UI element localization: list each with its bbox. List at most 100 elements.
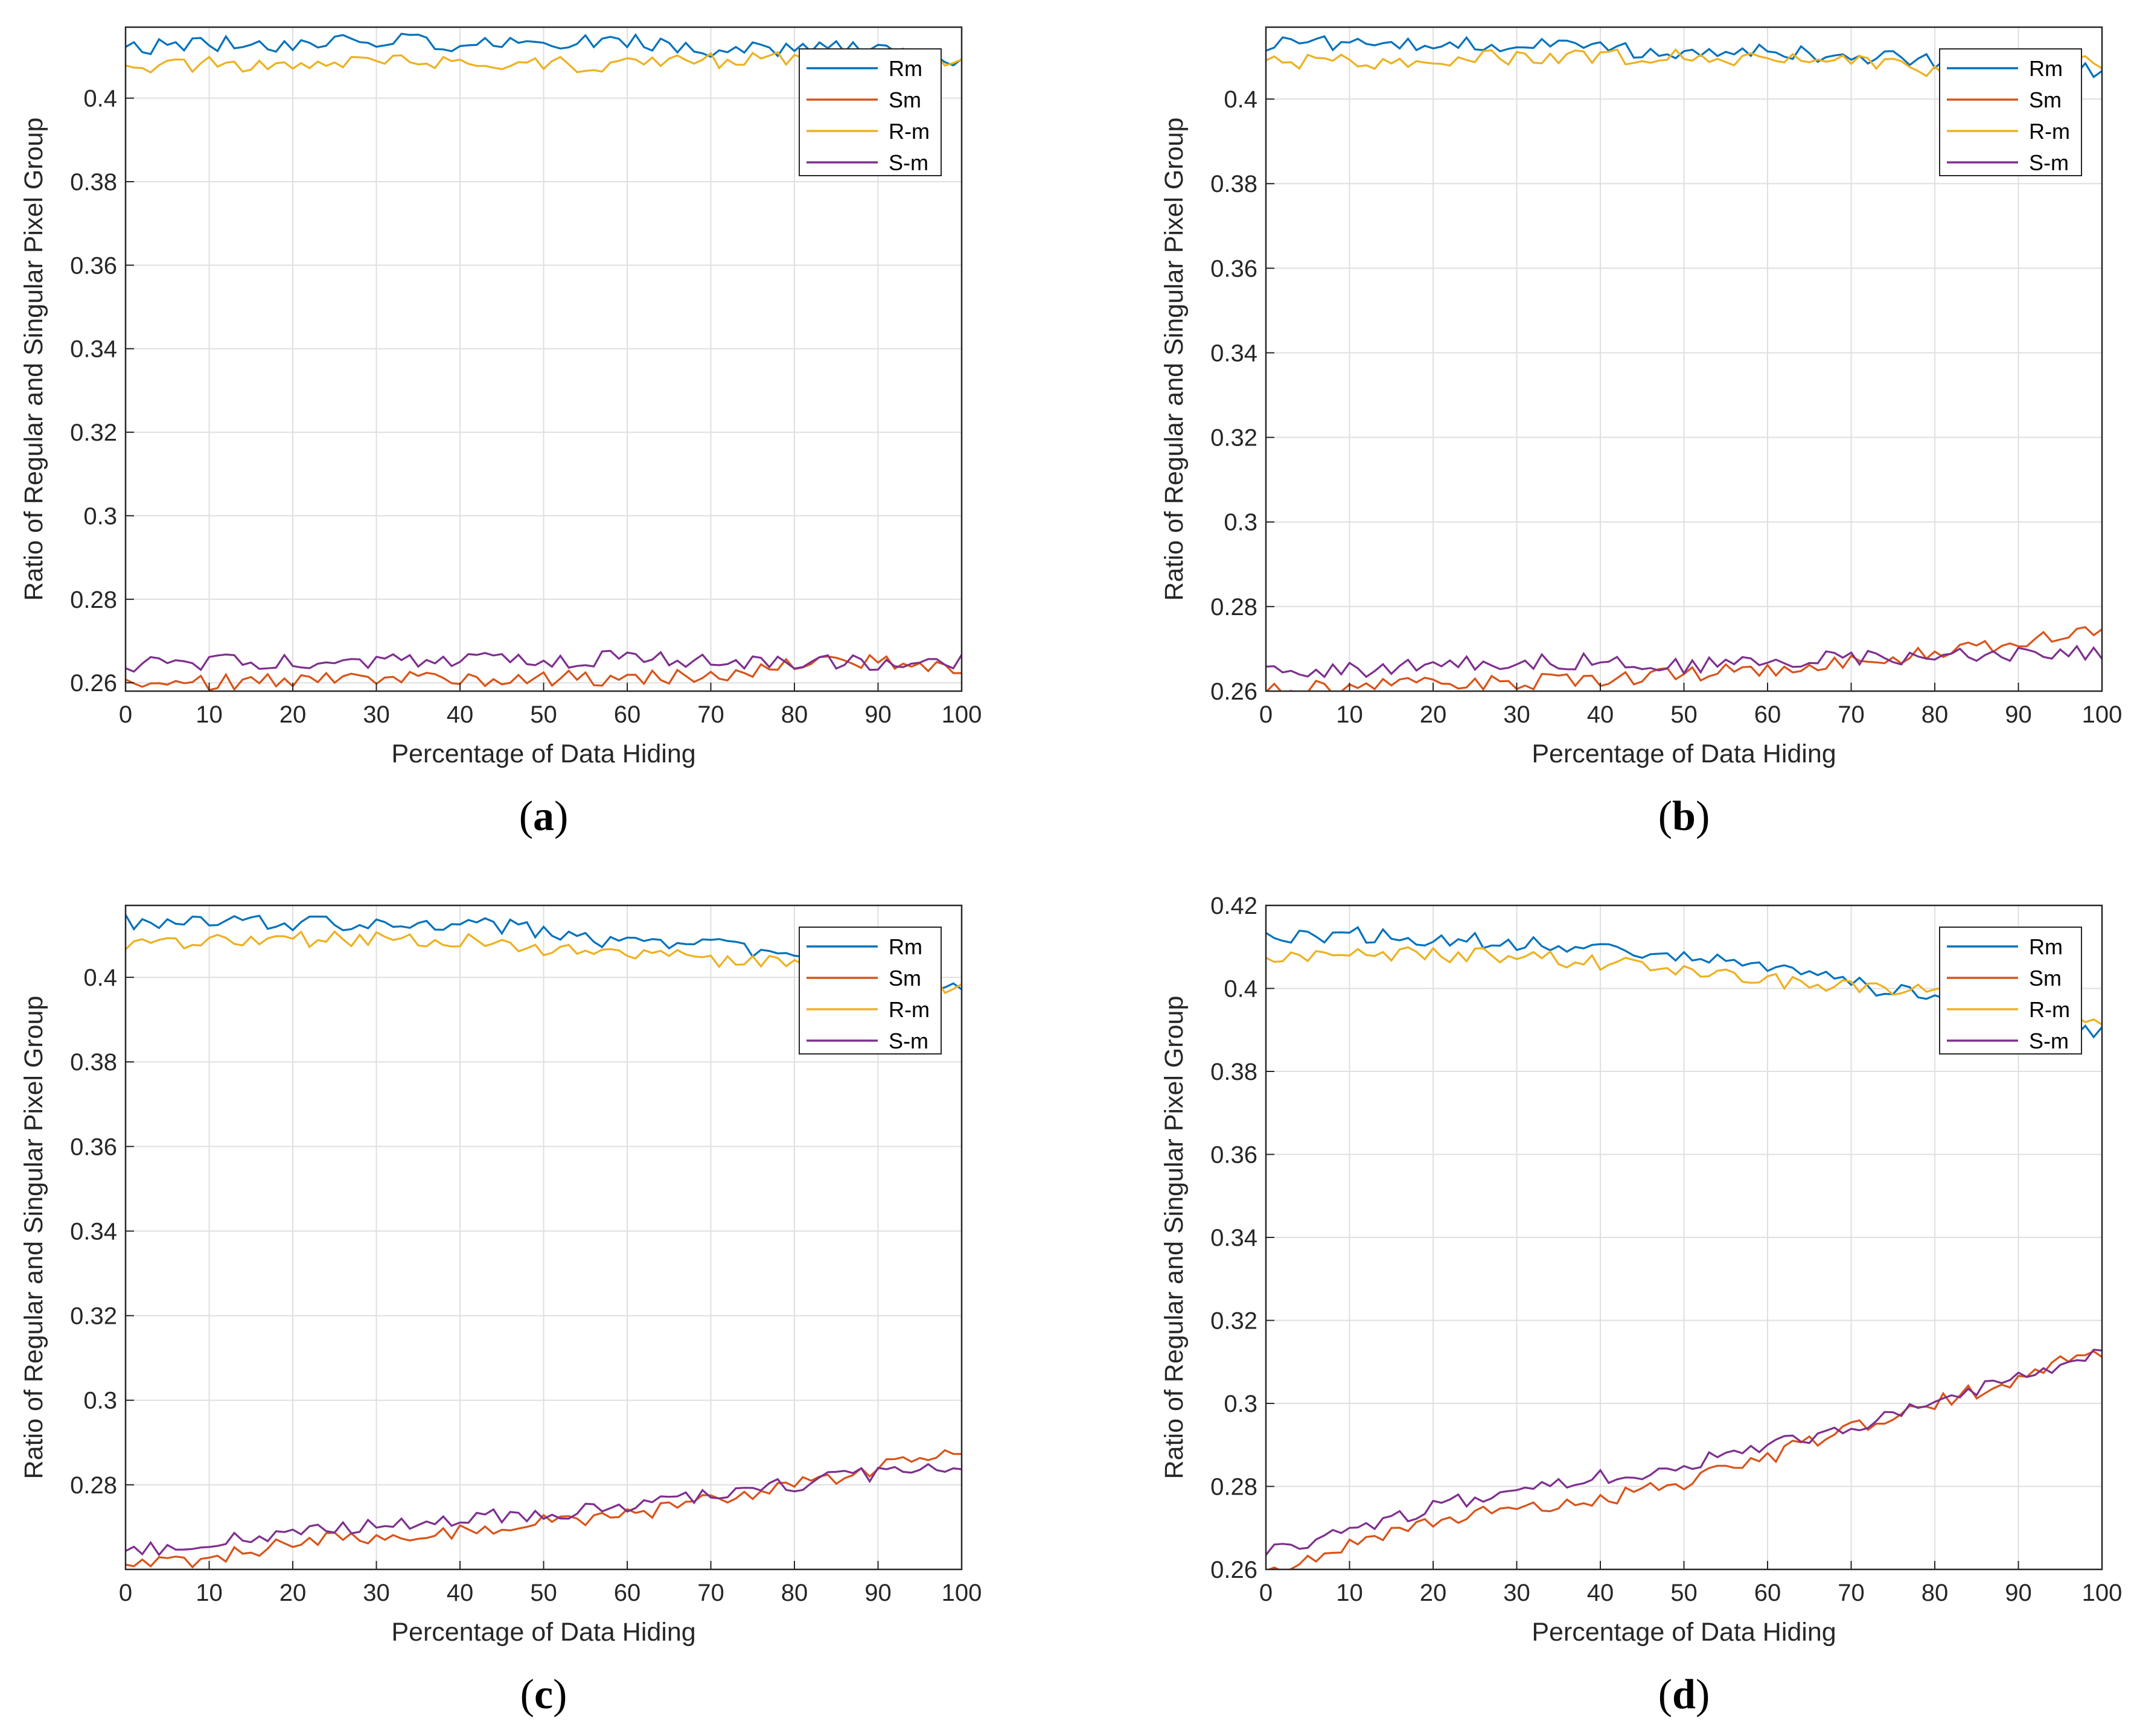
y-tick-label: 0.34	[1210, 340, 1257, 366]
legend-label: Rm	[2029, 934, 2063, 959]
y-axis-label: Ratio of Regular and Singular Pixel Grou…	[1160, 996, 1189, 1479]
y-tick-label: 0.3	[83, 1388, 117, 1414]
series-line-s-m	[126, 649, 962, 673]
x-tick-label: 80	[781, 701, 808, 728]
legend-label: Sm	[2029, 966, 2062, 991]
panel-a: 0 10 20 30 40 50 60 70 80 90 100 0.26 0.28 0.3 0.32 0.3…	[19, 26, 982, 840]
x-tick-label: 10	[196, 1580, 223, 1606]
x-tick-label: 30	[1503, 1580, 1530, 1606]
x-tick-label: 100	[942, 1580, 982, 1606]
x-tick-label: 10	[196, 701, 223, 728]
y-tick-label: 0.36	[70, 252, 117, 279]
y-tick-label: 0.28	[70, 587, 117, 613]
x-tick-label: 60	[1754, 1580, 1781, 1606]
x-axis-label: Percentage of Data Hiding	[391, 1618, 695, 1647]
y-tick-label: 0.38	[70, 169, 117, 196]
panel-b: 0 10 20 30 40 50 60 70 80 90 100 0.26 0.28 0.3 0.32 0.3…	[1160, 26, 2123, 840]
y-tick-label: 0.34	[70, 1218, 117, 1245]
x-tick-label: 20	[280, 1580, 307, 1606]
x-tick-label: 40	[447, 701, 474, 728]
series-line-s-m	[1266, 644, 2102, 678]
y-tick-label: 0.3	[83, 503, 117, 529]
legend-label: Sm	[889, 88, 921, 112]
x-tick-label: 20	[280, 701, 307, 728]
legend-label: R-m	[2029, 997, 2070, 1022]
series-line-s-m	[1266, 1348, 2102, 1556]
legend-label: S-m	[889, 1029, 928, 1053]
x-tick-label: 50	[1670, 1580, 1698, 1606]
x-tick-label: 70	[697, 1580, 724, 1606]
y-tick-label: 0.32	[1210, 425, 1257, 452]
panel-d: 0 10 20 30 40 50 60 70 80 90 100 0.26 0.28 0.3 0.32 0.3…	[1160, 893, 2122, 1718]
x-tick-label: 60	[614, 1580, 641, 1606]
x-tick-label: 20	[1420, 701, 1447, 728]
y-tick-label: 0.38	[1210, 1059, 1257, 1085]
x-tick-label: 50	[1670, 701, 1698, 728]
legend-label: Rm	[889, 934, 922, 959]
x-tick-label: 90	[2005, 701, 2032, 728]
x-tick-label: 10	[1336, 1580, 1363, 1606]
x-tick-label: 40	[1587, 701, 1614, 728]
x-tick-label: 10	[1336, 701, 1363, 728]
y-tick-label: 0.32	[70, 1303, 117, 1330]
x-tick-label: 30	[363, 1580, 390, 1606]
x-tick-label: 40	[447, 1580, 474, 1606]
x-tick-label: 100	[2082, 701, 2123, 728]
legend-box	[1939, 927, 2082, 1055]
x-tick-label: 0	[1259, 1580, 1273, 1606]
x-tick-label: 70	[1838, 1580, 1865, 1606]
legend-label: Sm	[889, 966, 921, 991]
y-tick-label: 0.36	[1210, 1142, 1257, 1169]
x-tick-label: 30	[1503, 701, 1530, 728]
x-tick-label: 40	[1587, 1580, 1614, 1606]
x-tick-label: 80	[781, 1580, 808, 1606]
x-tick-label: 30	[363, 701, 390, 728]
x-tick-label: 90	[2005, 1580, 2032, 1606]
y-tick-label: 0.38	[1210, 171, 1257, 197]
x-tick-label: 20	[1420, 1580, 1447, 1606]
y-tick-label: 0.4	[83, 965, 117, 991]
y-tick-label: 0.26	[1210, 1557, 1257, 1583]
y-tick-label: 0.36	[1210, 255, 1257, 282]
y-tick-label: 0.32	[70, 420, 117, 446]
y-axis-label: Ratio of Regular and Singular Pixel Grou…	[1160, 118, 1189, 601]
series-line-sm	[1267, 1350, 2102, 1569]
x-tick-label: 80	[1922, 1580, 1949, 1606]
series-line-rm	[126, 33, 962, 67]
x-axis-label: Percentage of Data Hiding	[1532, 1618, 1836, 1647]
x-tick-label: 0	[119, 1580, 132, 1606]
x-tick-label: 100	[2082, 1580, 2123, 1606]
legend-label: Rm	[2029, 56, 2063, 81]
series-line-s-m	[126, 1463, 962, 1557]
panel-caption: (b)	[1658, 793, 1710, 840]
x-tick-label: 90	[864, 701, 892, 728]
y-tick-label: 0.32	[1210, 1308, 1257, 1335]
x-axis-label: Percentage of Data Hiding	[391, 739, 695, 768]
y-tick-label: 0.26	[1210, 678, 1257, 705]
y-tick-label: 0.36	[70, 1134, 117, 1160]
x-tick-label: 100	[942, 701, 982, 728]
legend-box	[1939, 48, 2082, 176]
legend-label: S-m	[2029, 1029, 2069, 1053]
y-tick-label: 0.42	[1210, 893, 1257, 919]
panel-caption: (d)	[1658, 1671, 1710, 1718]
y-tick-label: 0.38	[70, 1049, 117, 1076]
y-tick-label: 0.4	[1224, 86, 1257, 113]
panel-caption: (a)	[519, 793, 569, 840]
x-tick-label: 70	[697, 701, 724, 728]
x-tick-label: 90	[864, 1580, 892, 1606]
legend-label: R-m	[889, 997, 930, 1022]
x-tick-label: 80	[1922, 701, 1949, 728]
x-axis-label: Percentage of Data Hiding	[1532, 739, 1836, 768]
y-axis-label: Ratio of Regular and Singular Pixel Grou…	[19, 996, 48, 1479]
legend-box	[799, 48, 942, 176]
legend-box	[799, 927, 942, 1055]
legend-label: R-m	[889, 119, 930, 144]
y-tick-label: 0.28	[1210, 1474, 1257, 1501]
x-tick-label: 60	[1754, 701, 1781, 728]
y-tick-label: 0.34	[1210, 1225, 1257, 1251]
x-tick-label: 60	[614, 701, 641, 728]
y-tick-label: 0.4	[1224, 976, 1257, 1003]
legend-label: Rm	[889, 56, 922, 81]
